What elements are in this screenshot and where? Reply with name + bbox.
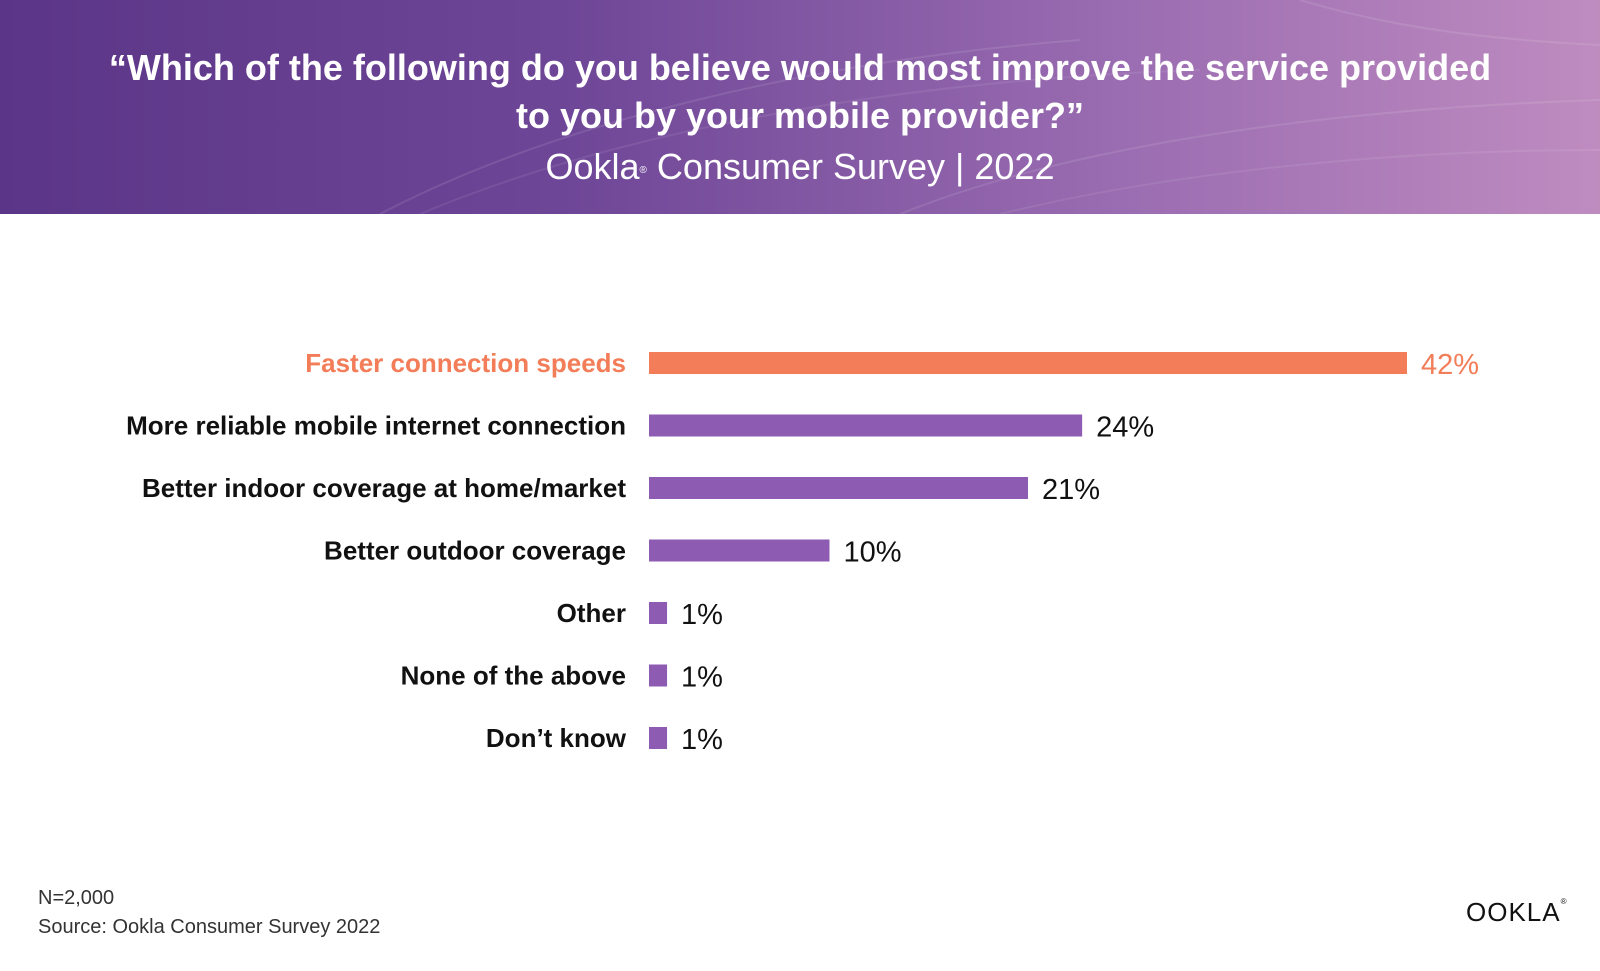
value-label: 1%: [681, 724, 723, 756]
category-label: More reliable mobile internet connection: [126, 411, 626, 441]
logo-registered-mark: ®: [1560, 897, 1568, 906]
category-label: Other: [557, 598, 626, 628]
bar-chart: Faster connection speeds 42% More reliable…: [126, 348, 1479, 756]
category-label: Don’t know: [486, 723, 627, 753]
bar: [649, 414, 1083, 437]
chart-title: “Which of the following do you believe w…: [0, 44, 1600, 140]
value-label: 10%: [843, 537, 901, 569]
logo-text: OOKLA: [1466, 897, 1561, 927]
value-label: 1%: [681, 599, 723, 631]
chart-title-line1: “Which of the following do you believe w…: [108, 47, 1492, 88]
category-label: Better outdoor coverage: [324, 536, 626, 566]
source-note: Source: Ookla Consumer Survey 2022: [38, 916, 381, 938]
value-label: 1%: [681, 662, 723, 694]
category-label: Faster connection speeds: [305, 348, 626, 378]
subtitle-registered-mark: ®: [639, 165, 647, 176]
chart-title-line2: to you by your mobile provider?”: [515, 95, 1085, 136]
bar: [649, 602, 668, 624]
sample-size: N=2,000: [38, 887, 115, 909]
value-label: 42%: [1421, 349, 1479, 381]
bar: [649, 477, 1028, 499]
header-banner: “Which of the following do you believe w…: [0, 0, 1600, 214]
decorative-waves: [379, 0, 1600, 214]
chart-subtitle: Ookla® Consumer Survey | 2022: [0, 145, 1600, 189]
ookla-logo: OOKLA®: [1466, 897, 1568, 928]
category-label: None of the above: [401, 661, 626, 691]
footer-notes: N=2,000 Source: Ookla Consumer Survey 20…: [38, 884, 380, 942]
value-label: 21%: [1042, 474, 1100, 506]
category-label: Better indoor coverage at home/market: [142, 473, 626, 503]
bar: [649, 727, 668, 749]
subtitle-brand: Ookla: [545, 146, 640, 187]
subtitle-rest: Consumer Survey | 2022: [646, 146, 1055, 187]
bar: [649, 664, 668, 687]
bar: [649, 352, 1407, 374]
bar: [649, 539, 830, 562]
value-label: 24%: [1096, 412, 1154, 444]
